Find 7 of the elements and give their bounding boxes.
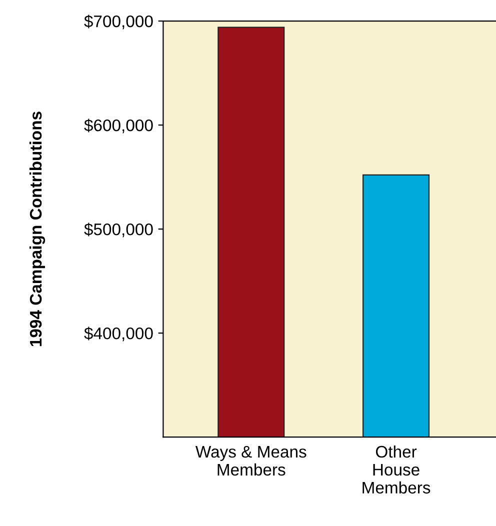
y-tick-label: $400,000 [84, 326, 153, 342]
y-tick-label: $700,000 [84, 14, 153, 30]
x-tick-label: Ways & Means Members [195, 446, 306, 476]
x-tick-label: Other House Members [362, 445, 430, 494]
y-axis-title: 1994 Campaign Contributions [29, 112, 46, 346]
y-tick-label: $600,000 [84, 118, 153, 134]
y-tick-label: $500,000 [84, 222, 153, 238]
